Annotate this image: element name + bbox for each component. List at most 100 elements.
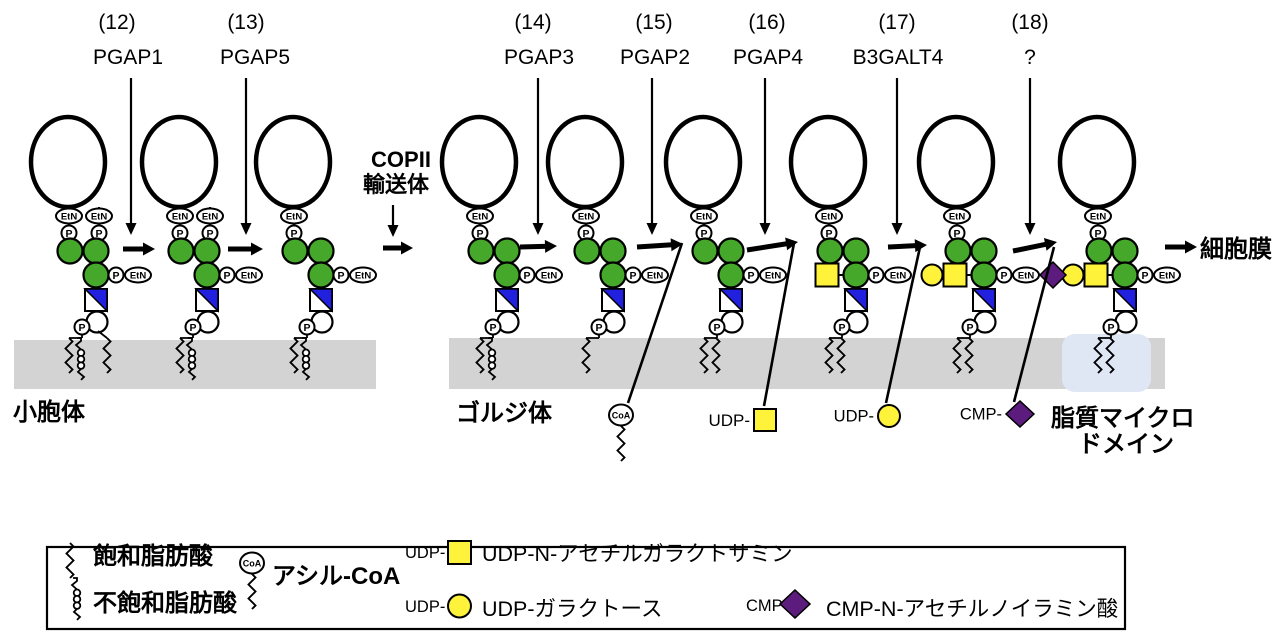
linker: [829, 334, 843, 339]
etn-badge: [55, 207, 83, 225]
mannose-circle: [467, 237, 495, 265]
neuac-diamond: [1038, 260, 1068, 290]
arrowhead-icon: [1185, 240, 1197, 254]
donor-line: [1012, 246, 1056, 403]
phosphate-badge-label: P: [78, 322, 85, 334]
udp-gal-label: UDP-ガラクトース: [482, 597, 662, 621]
phosphate-badge: [1136, 266, 1154, 284]
arrowhead-icon: [251, 242, 263, 256]
arrowhead-icon: [544, 239, 557, 253]
gpi-structure: EtN P EtN P P EtN P: [139, 114, 263, 381]
enzyme-name: PGAP1: [93, 46, 163, 69]
etn-badge: [1084, 207, 1112, 225]
donor-line: [884, 246, 922, 404]
arrowhead-icon: [532, 223, 544, 235]
phosphate-badge-label: P: [825, 228, 832, 240]
mannose-circle: [816, 237, 844, 265]
etn-badge: [884, 266, 912, 284]
enzyme-name: ?: [1024, 46, 1036, 69]
glcn-square-blue-half: [971, 288, 996, 313]
arrowhead-icon: [401, 241, 413, 255]
mannose-circle: [56, 237, 84, 265]
etn-badge-label: EtN: [1090, 212, 1107, 223]
etn-badge: [1153, 266, 1181, 284]
mannose-circle: [599, 261, 627, 289]
etn-badge-label: EtN: [130, 271, 147, 282]
phosphate-badge: [742, 266, 760, 284]
etn-badge-label: EtN: [765, 271, 782, 282]
arrowhead-icon: [125, 223, 137, 235]
acyl-chain-icon: [616, 425, 626, 462]
enzyme-name: PGAP3: [504, 46, 574, 69]
etn-badge: [166, 207, 194, 225]
golgi-membrane: [449, 338, 1165, 389]
donor-label: UDP-: [708, 411, 750, 430]
protein-oval: [253, 114, 333, 210]
protein-oval: [545, 114, 625, 210]
phosphate-badge-label: P: [489, 322, 496, 334]
pathway-step: (18)?: [1011, 11, 1049, 235]
sugar-donor: UDP-: [708, 242, 796, 432]
mannose-circle: [573, 237, 601, 265]
gal-circle-icon: [877, 404, 901, 428]
etn-badge-label: EtN: [890, 271, 907, 282]
etn-badge-label: EtN: [472, 212, 489, 223]
step-number: (12): [98, 11, 135, 34]
etn-badge: [235, 266, 263, 284]
phosphate-badge-label: P: [223, 270, 230, 282]
phosphate-badge-label: P: [303, 322, 310, 334]
mannose-circle: [82, 237, 110, 265]
copii-label-line2: 輸送体: [363, 172, 430, 197]
gpi-structure: EtN P P EtN P: [663, 114, 787, 374]
mannose-circle: [281, 237, 309, 265]
linker: [704, 334, 718, 339]
etn-badge-label: EtN: [61, 212, 78, 223]
legend: 飽和脂肪酸 不飽和脂肪酸 CoA アシル-CoA UDP- UDP-N-アセチル…: [45, 540, 1127, 631]
etn-badge: [815, 207, 843, 225]
udp-gal-prefix: UDP-: [405, 598, 445, 616]
etn-badge-label: EtN: [172, 212, 189, 223]
enzyme-name: PGAP4: [733, 46, 803, 69]
flow-arrow: [1012, 241, 1049, 254]
flow-arrow: [519, 243, 549, 250]
mannose-circle: [717, 261, 745, 289]
phosphate-badge-label: P: [523, 270, 530, 282]
etn-badge: [690, 207, 718, 225]
step-number: (14): [514, 11, 551, 34]
sugar-donor: CMP-: [960, 246, 1056, 429]
phosphate-badge: [218, 266, 236, 284]
mannose-circle: [717, 237, 745, 265]
er-label: 小胞体: [13, 398, 86, 426]
mannose-circle: [1085, 237, 1113, 265]
step-number: (13): [227, 11, 264, 34]
etn-badge: [943, 207, 971, 225]
cmp-neuac-prefix: CMP-: [746, 597, 788, 615]
acyl-coa-label: アシル-CoA: [272, 563, 400, 590]
udp-galnac-label: UDP-N-アセチルガラクトサミン: [482, 542, 793, 566]
etn-badge-label: EtN: [286, 212, 303, 223]
phosphate-badge-label: P: [595, 322, 602, 334]
golgi-label: ゴルジ体: [456, 399, 553, 427]
etn-badge-label: EtN: [241, 271, 258, 282]
arrowhead-icon: [759, 223, 771, 235]
enzyme-name: B3GALT4: [853, 46, 944, 69]
cmp-neuac-label: CMP-N-アセチルノイラミン酸: [826, 597, 1118, 621]
phosphate-badge-label: P: [112, 270, 119, 282]
galnac-square: [1083, 262, 1109, 288]
phosphate-badge-label: P: [290, 228, 297, 240]
phosphate-badge-label: P: [1107, 322, 1114, 334]
mannose-circle: [842, 261, 870, 289]
mannose-circle: [193, 237, 221, 265]
etn-badge: [85, 207, 113, 225]
etn-badge-label: EtN: [1018, 271, 1035, 282]
protein-oval: [28, 114, 108, 210]
phosphate-badge-label: P: [189, 322, 196, 334]
gal-circle: [920, 263, 944, 287]
mannose-circle: [167, 237, 195, 265]
mannose-circle: [842, 237, 870, 265]
phosphate-badge-label: P: [582, 228, 589, 240]
galnac-square-icon: [753, 408, 777, 432]
gpi-structure: EtN P P EtN P: [439, 114, 563, 381]
